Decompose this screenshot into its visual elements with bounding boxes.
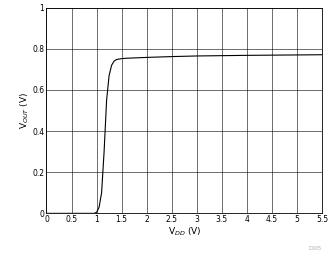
Y-axis label: V$_{OUT}$ (V): V$_{OUT}$ (V) bbox=[18, 92, 31, 129]
Text: D005: D005 bbox=[309, 246, 322, 251]
X-axis label: V$_{DD}$ (V): V$_{DD}$ (V) bbox=[168, 226, 201, 238]
